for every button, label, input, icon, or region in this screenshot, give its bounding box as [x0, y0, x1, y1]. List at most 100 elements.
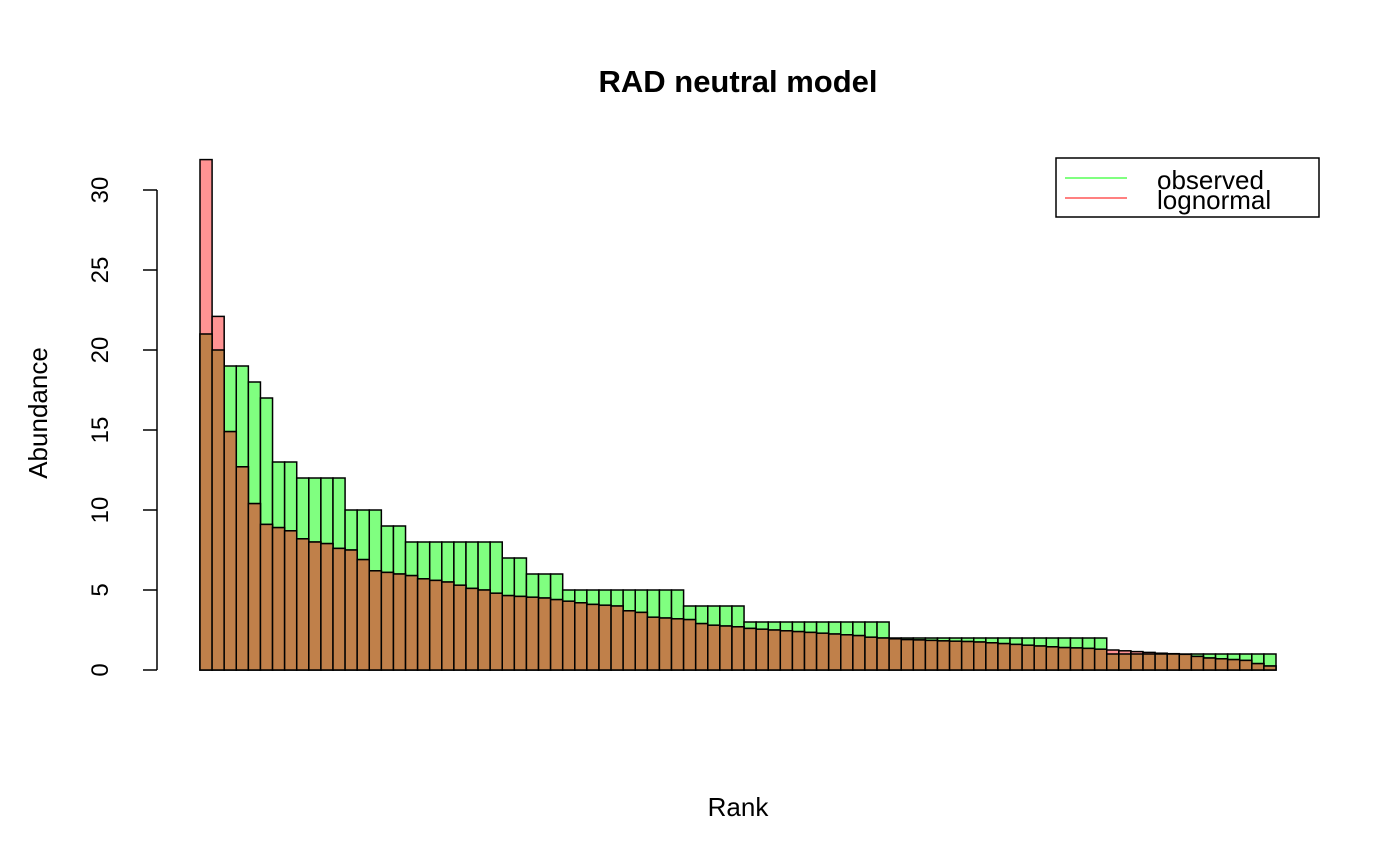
overlap-bar [441, 581, 455, 671]
overlap-bar [525, 596, 540, 671]
legend-box [1055, 157, 1320, 218]
overlap-bar [1130, 653, 1144, 671]
overlap-bar [574, 602, 588, 671]
overlap-bar [1263, 665, 1277, 671]
overlap-bar [1214, 658, 1229, 671]
y-tick-label: 15 [87, 417, 114, 444]
overlap-bar [1251, 662, 1265, 671]
legend-label-observed: observed [1157, 165, 1264, 195]
overlap-bar [791, 630, 806, 671]
y-tick-label: 5 [87, 583, 114, 596]
overlap-bar [537, 597, 552, 671]
chart-title: RAD neutral model [598, 64, 877, 99]
overlap-bar [767, 629, 782, 671]
y-tick-label: 20 [87, 337, 114, 364]
overlap-bar [271, 526, 286, 671]
overlap-bar [416, 578, 431, 671]
y-axis: 0 5 10 15 20 25 30 [87, 177, 158, 677]
overlap-bar [912, 639, 927, 671]
overlap-bar [634, 611, 649, 671]
overlap-bar [1057, 646, 1072, 671]
overlap-bar [1166, 653, 1181, 671]
overlap-bar [1118, 653, 1132, 671]
overlap-bar [1069, 647, 1084, 671]
overlap-bar [586, 603, 600, 671]
legend: observed lognormal [1055, 157, 1320, 218]
overlap-bar [694, 622, 709, 671]
overlap-bar [936, 640, 951, 671]
overlap-bar [561, 600, 576, 671]
overlap-bar [1009, 643, 1023, 671]
overlap-bar [1190, 655, 1205, 671]
overlap-bar [1033, 645, 1048, 671]
overlap-bar [392, 573, 407, 671]
legend-label-lognormal: lognormal [1157, 185, 1271, 215]
overlap-bar [1045, 646, 1060, 671]
overlap-bar [815, 632, 830, 671]
overlap-bar [731, 626, 745, 671]
overlap-bar [1226, 658, 1241, 671]
overlap-bar [513, 595, 528, 671]
overlap-bar [368, 570, 383, 671]
overlap-bar [743, 627, 757, 671]
overlap-bar [598, 604, 612, 671]
overlap-bar [864, 636, 878, 671]
overlap-bar [1154, 653, 1168, 671]
y-axis-label: Abundance [23, 347, 53, 479]
overlap-bar [259, 523, 274, 671]
overlap-bar [948, 640, 963, 671]
overlap-bar [477, 589, 491, 671]
overlap-bar [610, 605, 624, 671]
overlap-bar [973, 641, 987, 671]
overlap-bar [320, 542, 334, 671]
overlap-bar [199, 333, 213, 671]
overlap-bar [428, 579, 443, 671]
overlap-bar [1142, 653, 1156, 671]
overlap-bar [356, 558, 371, 671]
overlap-bar [755, 628, 769, 671]
overlap-bar [247, 502, 262, 671]
x-axis-label: Rank [708, 792, 770, 822]
overlap-bar [852, 634, 866, 671]
overlap-bar [719, 625, 733, 671]
overlap-bar [1178, 653, 1193, 671]
overlap-bar [1081, 647, 1096, 671]
overlap-bar [1238, 659, 1253, 671]
overlap-bar [997, 642, 1011, 671]
overlap-bar [985, 642, 999, 671]
lognormal-bars [199, 158, 1277, 671]
overlap-bar [924, 639, 939, 671]
overlap-bar [344, 549, 358, 671]
overlap-bar [453, 584, 467, 671]
y-tick-label: 30 [87, 177, 114, 204]
overlap-bar [1093, 648, 1108, 671]
overlap-bar [404, 574, 419, 671]
overlap-bar [888, 638, 902, 671]
overlap-bar [827, 633, 842, 671]
overlap-bar [707, 624, 721, 671]
overlap-bar [308, 541, 322, 671]
y-tick-label: 25 [87, 257, 114, 284]
overlap-bar [489, 592, 503, 671]
overlap-bar [622, 610, 636, 671]
overlap-bar [223, 430, 238, 671]
overlap-bar [658, 617, 673, 671]
y-tick-label: 0 [87, 663, 114, 676]
y-tick-label: 10 [87, 497, 114, 524]
overlap-bar [501, 594, 516, 671]
overlap-bar [1021, 644, 1035, 671]
overlap-bar [465, 587, 479, 671]
overlap-bar [779, 630, 794, 671]
overlap-bar [211, 349, 225, 671]
overlap-bar [235, 466, 250, 671]
overlap-bar [876, 637, 890, 671]
overlap-bar [549, 598, 564, 671]
overlap-bar [960, 640, 975, 671]
overlap-bar [1105, 653, 1120, 671]
overlap-bar [670, 618, 685, 671]
overlap-bar [840, 634, 854, 671]
overlap-bar [682, 618, 697, 671]
overlap-bar [283, 530, 298, 671]
overlap-bar [646, 616, 661, 671]
